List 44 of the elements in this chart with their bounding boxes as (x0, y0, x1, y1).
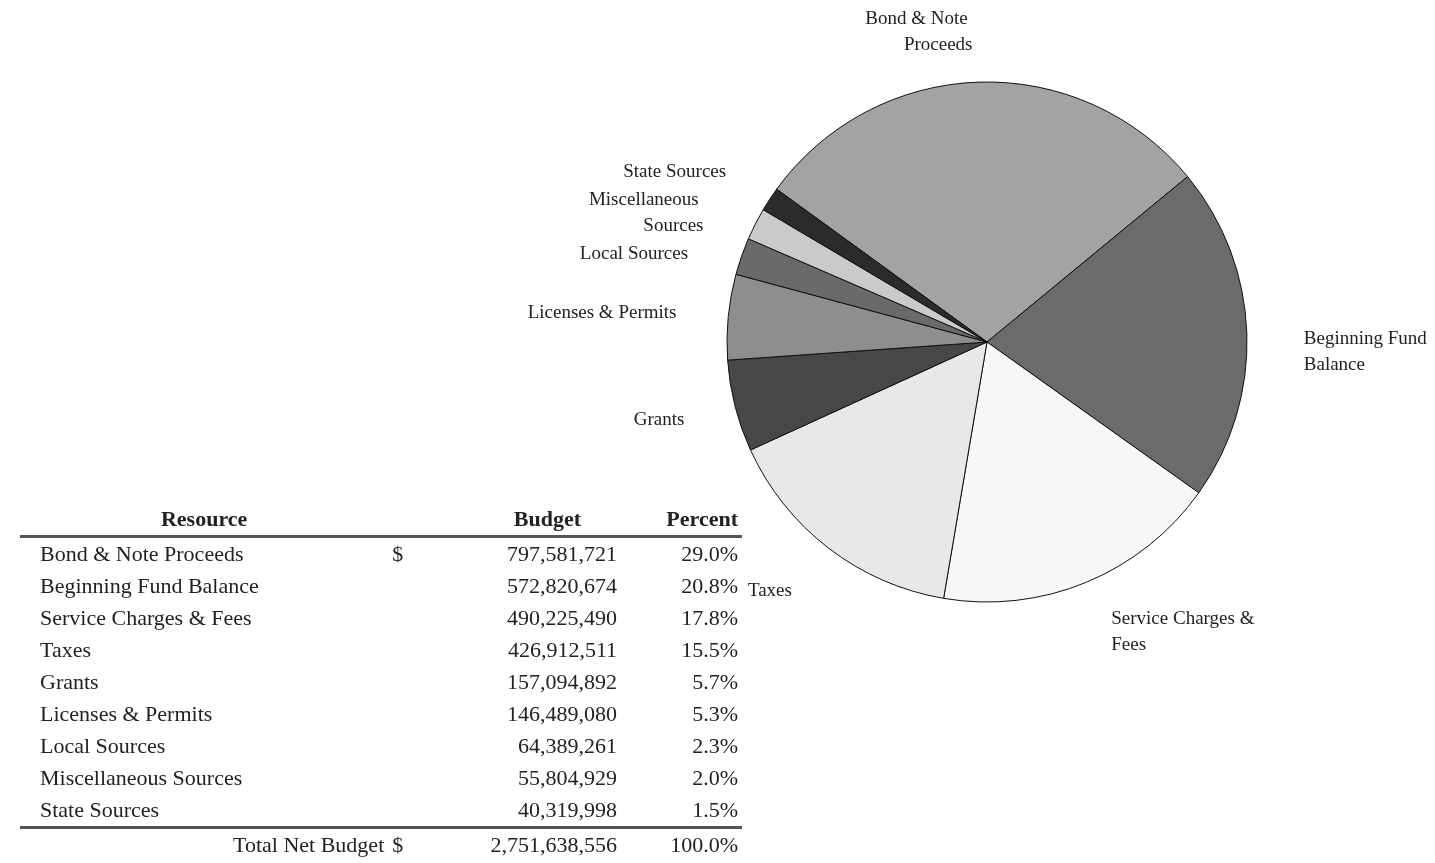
data-label: 64,389,261 (517, 732, 619, 760)
data-label: 2.3% (691, 732, 739, 760)
data-label: 2.0% (691, 764, 739, 792)
category-label: Grants (39, 668, 100, 696)
text: 100.0% (670, 832, 738, 857)
category-label: Beginning Fund Balance (39, 572, 260, 600)
data-label: 146,489,080 (506, 700, 619, 728)
text: Budget (417, 503, 622, 537)
data-label: 490,225,490 (506, 604, 619, 632)
category-label: State Sources (39, 796, 161, 824)
text: Total Net Budget (20, 827, 389, 861)
category-label: Bond & Note Proceeds (39, 540, 245, 568)
text: $ (391, 540, 405, 568)
slice-label: Taxes (747, 578, 792, 600)
slice-label: Beginning Fund Balance (1303, 327, 1432, 375)
slice-label: Bond & Note Proceeds (865, 6, 973, 54)
data-label: 40,319,998 (517, 796, 619, 824)
slice-label: Service Charges & Fees (1111, 606, 1260, 654)
slice-label: Local Sources (579, 242, 689, 264)
text: 2,751,638,556 (490, 832, 618, 857)
slice-label: State Sources (623, 160, 727, 182)
data-label: 15.5% (680, 636, 739, 664)
data-label: 1.5% (691, 796, 739, 824)
data-label: 5.7% (691, 668, 739, 696)
data-label: 426,912,511 (506, 636, 619, 664)
text: $ (392, 832, 404, 857)
text: Resource (20, 503, 389, 537)
data-label: 20.8% (680, 572, 739, 600)
slice-label: Miscellaneous Sources (588, 188, 704, 236)
category-label: Licenses & Permits (39, 700, 214, 728)
data-label: 55,804,929 (517, 764, 619, 792)
data-label: 797,581,721 (506, 540, 619, 568)
category-label: Taxes (39, 636, 92, 664)
category-label: Local Sources (39, 732, 167, 760)
data-label: 572,820,674 (506, 572, 619, 600)
data-label: 17.8% (680, 604, 739, 632)
data-label: 5.3% (691, 700, 739, 728)
category-label: Service Charges & Fees (39, 604, 253, 632)
data-label: 157,094,892 (506, 668, 619, 696)
slice-label: Licenses & Permits (527, 301, 677, 323)
category-label: Miscellaneous Sources (39, 764, 244, 792)
data-label: 29.0% (680, 540, 739, 568)
text: Percent (621, 503, 742, 537)
slice-label: Grants (633, 408, 685, 430)
